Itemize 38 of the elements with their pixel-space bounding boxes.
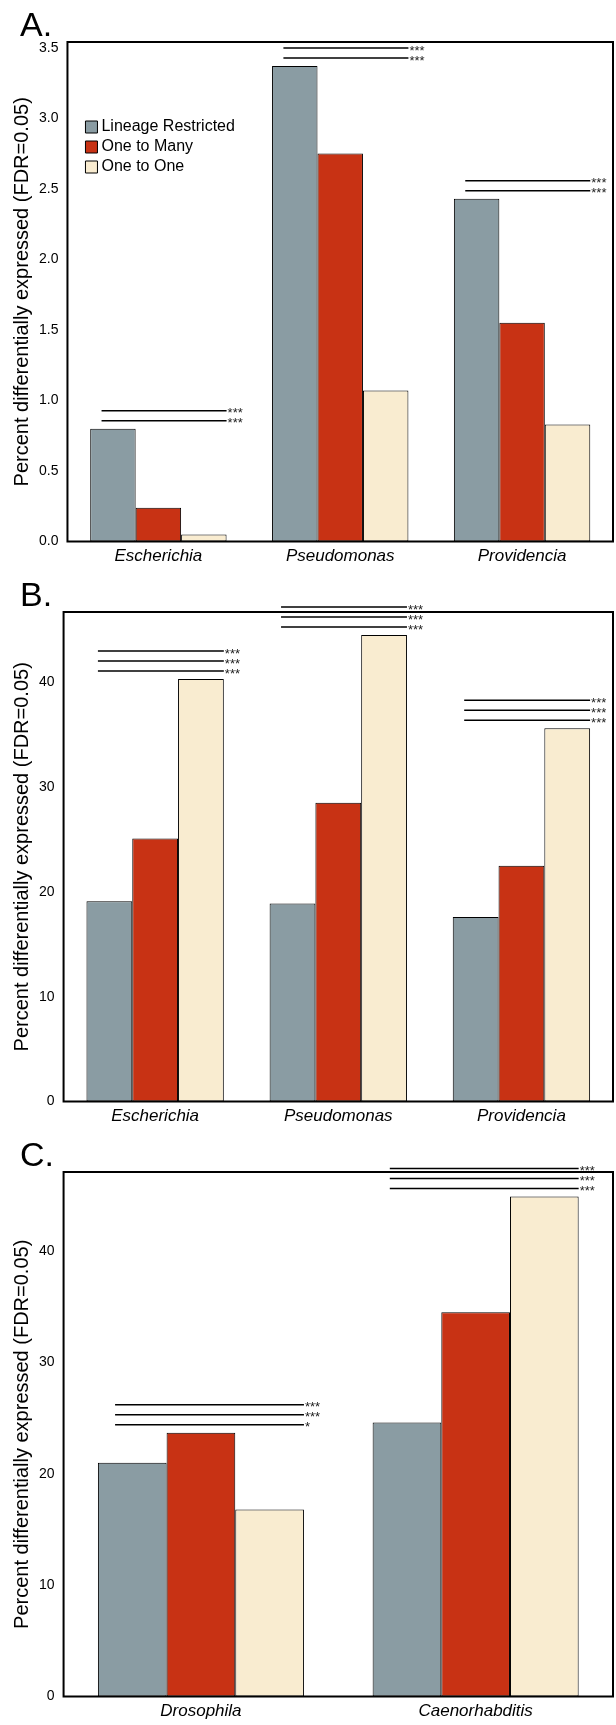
chart-title: C. [20, 1135, 54, 1173]
legend-label: One to Many [101, 137, 194, 155]
x-tick-label: Pseudomonas [285, 545, 396, 565]
x-tick-label: Pseudomonas [283, 1105, 394, 1125]
x-tick-label: Caenorhabditis [418, 1700, 534, 1720]
annotation: *** [409, 52, 425, 68]
chart-title: B. [20, 575, 53, 613]
annotation: *** [591, 714, 607, 730]
y-tick-label: 10 [38, 1576, 55, 1593]
y-tick-label: 0 [46, 1687, 55, 1704]
y-tick-label: 40 [38, 673, 55, 690]
y-tick-label: 0.5 [38, 461, 59, 478]
y-axis-title: Percent differentially expressed (FDR=0.05) [9, 662, 32, 1052]
y-tick-label: 1.5 [38, 320, 59, 337]
x-tick-label: Escherichia [114, 545, 203, 565]
y-axis-title: Percent differentially expressed (FDR=0.05) [9, 97, 32, 487]
y-tick-label: 20 [38, 1464, 55, 1481]
legend-label: Lineage Restricted [101, 117, 235, 135]
x-tick-label: Drosophila [160, 1700, 242, 1720]
x-tick-label: Providencia [477, 1105, 566, 1125]
y-tick-label: 0.0 [38, 532, 59, 549]
legend-label: One to One [101, 157, 185, 175]
y-tick-label: 3.0 [38, 109, 59, 126]
annotation: * [304, 1419, 311, 1435]
y-tick-label: 40 [38, 1241, 55, 1258]
y-tick-label: 20 [38, 882, 55, 899]
y-tick-label: 2.0 [38, 250, 59, 267]
y-tick-label: 30 [38, 1353, 55, 1370]
annotation: *** [224, 665, 241, 681]
y-tick-label: 0 [46, 1092, 55, 1109]
y-axis-title: Percent differentially expressed (FDR=0.05) [9, 1239, 32, 1629]
y-tick-label: 2.5 [38, 179, 59, 196]
y-tick-label: 1.0 [38, 391, 59, 408]
annotation: *** [407, 621, 424, 637]
x-tick-label: Providencia [477, 545, 567, 565]
y-tick-label: 30 [38, 777, 55, 794]
y-tick-label: 10 [38, 987, 55, 1004]
x-tick-label: Escherichia [111, 1105, 200, 1125]
